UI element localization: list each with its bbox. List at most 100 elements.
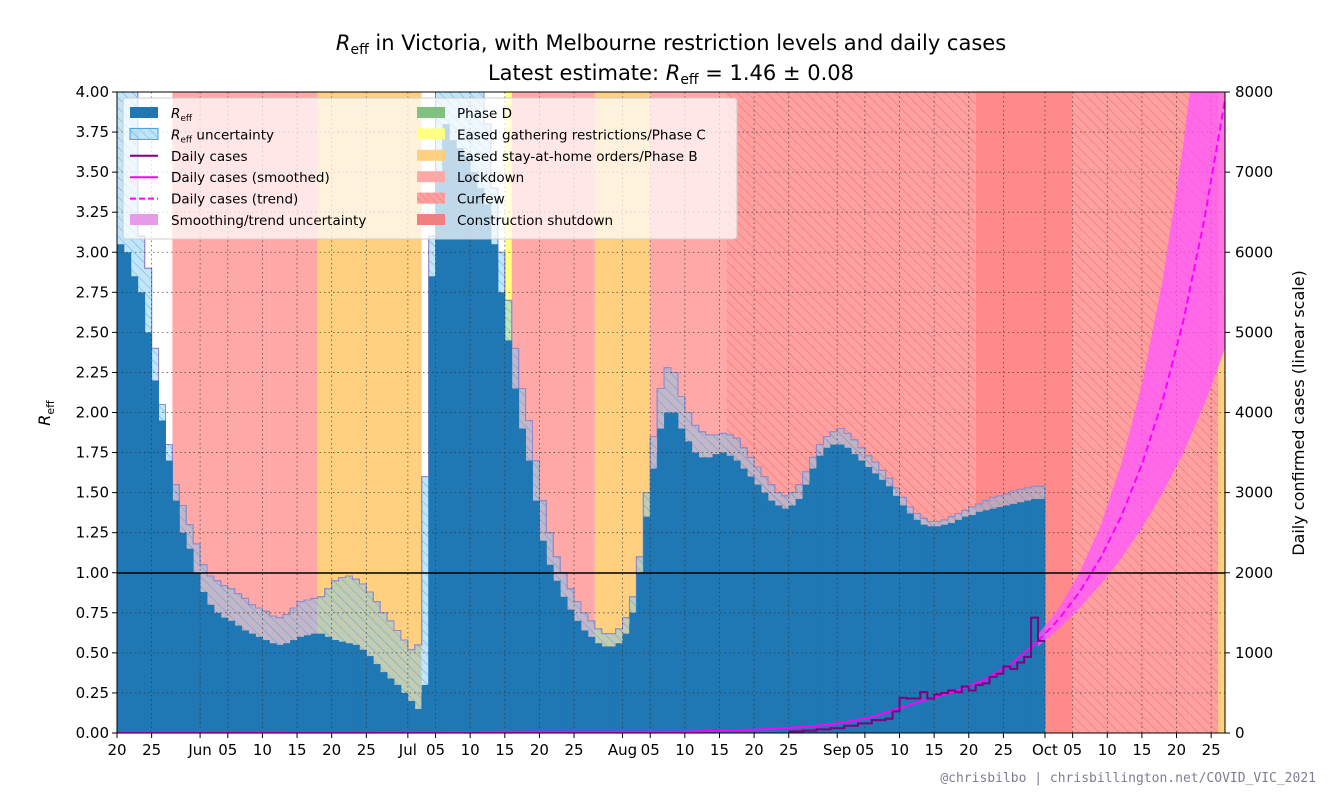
x-tick-label: 10 xyxy=(1098,741,1117,759)
reff-bar xyxy=(878,479,887,733)
credit-text: @chrisbilbo | chrisbillington.net/COVID_… xyxy=(940,771,1316,786)
reff-bar xyxy=(449,140,457,733)
reff-bar xyxy=(698,457,707,733)
reff-bar xyxy=(823,447,831,733)
reff-bar xyxy=(338,641,346,733)
reff-bar xyxy=(407,700,416,733)
reff-bar xyxy=(941,524,949,733)
legend-swatch-construction xyxy=(417,214,445,225)
x-tick-label: 25 xyxy=(565,741,584,759)
legend-swatch-reff xyxy=(130,107,158,118)
reff-bar xyxy=(359,649,367,733)
reff-bar xyxy=(532,500,540,733)
reff-bar xyxy=(262,640,270,733)
reff-bar xyxy=(982,510,990,733)
x-tick-label: 10 xyxy=(253,741,272,759)
reff-bar xyxy=(151,380,159,733)
x-tick-label: Oct xyxy=(1032,741,1058,759)
reff-bar xyxy=(387,678,395,733)
reff-bar xyxy=(795,499,803,733)
left-tick-label: 3.00 xyxy=(76,243,109,261)
right-tick-label: 4000 xyxy=(1235,404,1273,422)
reff-bar xyxy=(200,591,208,733)
right-tick-label: 2000 xyxy=(1235,564,1273,582)
restriction-band-phase_b xyxy=(1218,92,1225,733)
left-tick-label: 0.25 xyxy=(76,684,109,702)
reff-bar xyxy=(456,148,464,733)
reff-bar xyxy=(546,564,554,733)
reff-bar xyxy=(650,468,658,733)
reff-bar xyxy=(248,633,256,733)
legend-swatch-trend-uncertainty xyxy=(130,214,158,225)
reff-bar xyxy=(463,156,471,733)
reff-bar xyxy=(1017,502,1025,733)
reff-bar xyxy=(975,511,984,733)
x-tick-label: 20 xyxy=(745,741,764,759)
right-tick-label: 5000 xyxy=(1235,323,1273,341)
reff-bar xyxy=(740,468,748,733)
reff-bar xyxy=(477,188,485,733)
legend-label-daily: Daily cases xyxy=(171,149,248,165)
legend-label-lockdown: Lockdown xyxy=(457,170,524,186)
right-axis-label: Daily confirmed cases (linear scale) xyxy=(1289,270,1308,556)
reff-bar xyxy=(601,646,610,733)
reff-bar xyxy=(1024,500,1032,733)
reff-bar xyxy=(608,646,616,733)
legend-label-smoothed: Daily cases (smoothed) xyxy=(171,170,330,186)
reff-bar xyxy=(324,636,333,733)
reff-bar xyxy=(830,444,838,733)
reff-bar xyxy=(193,572,201,733)
x-tick-label: 15 xyxy=(1132,741,1151,759)
trend-cases-line xyxy=(1037,99,1225,642)
legend-swatch-reff-uncertainty xyxy=(129,127,159,140)
x-tick-label: 15 xyxy=(495,741,514,759)
x-tick-label: Aug xyxy=(608,741,637,759)
legend-label-phase_d: Phase D xyxy=(457,106,512,122)
reff-bar xyxy=(255,636,263,733)
reff-bar xyxy=(380,672,388,733)
legend-swatch-phase_c xyxy=(417,128,445,140)
reff-bar xyxy=(490,244,499,733)
reff-bar xyxy=(774,505,783,733)
reff-bar xyxy=(518,428,526,733)
reff-bar xyxy=(899,505,907,733)
reff-bar xyxy=(587,636,596,733)
legend-label-phase_b: Eased stay-at-home orders/Phase B xyxy=(457,149,698,165)
reff-bar xyxy=(594,643,603,733)
right-tick-label: 8000 xyxy=(1235,83,1273,101)
left-tick-label: 3.50 xyxy=(76,163,109,181)
reff-bar xyxy=(428,276,436,733)
reff-bar xyxy=(317,633,326,733)
left-tick-label: 2.50 xyxy=(76,323,109,341)
reff-bar xyxy=(677,428,686,733)
reff-bar xyxy=(366,656,374,733)
reff-uncertainty-upper-edge xyxy=(117,92,1045,651)
left-tick-label: 0.50 xyxy=(76,644,109,662)
reff-bar xyxy=(553,580,561,733)
reff-bar xyxy=(961,516,970,733)
right-tick-label: 6000 xyxy=(1235,243,1273,261)
x-tick-label: 20 xyxy=(1167,741,1186,759)
x-tick-label: Jun xyxy=(187,741,211,759)
right-tick-label: 7000 xyxy=(1235,163,1273,181)
reff-bar xyxy=(331,640,339,733)
left-tick-label: 1.25 xyxy=(76,524,109,542)
reff-bar xyxy=(400,692,409,733)
reff-bar xyxy=(691,452,700,733)
left-tick-label: 3.75 xyxy=(76,123,109,141)
smoothed-cases-line xyxy=(117,640,1039,733)
reff-bar xyxy=(497,292,506,733)
reff-bar xyxy=(303,635,312,733)
reff-bar xyxy=(560,596,568,733)
reff-bar xyxy=(567,609,575,733)
reff-bar xyxy=(574,620,582,733)
x-tick-label: 20 xyxy=(322,741,341,759)
reff-bar xyxy=(747,476,755,733)
reff-bar xyxy=(726,455,734,733)
right-tick-label: 0 xyxy=(1235,724,1245,742)
legend-label-reff_unc: Reff uncertainty xyxy=(171,127,274,145)
reff-bar xyxy=(227,620,236,733)
reff-bar xyxy=(484,204,492,733)
